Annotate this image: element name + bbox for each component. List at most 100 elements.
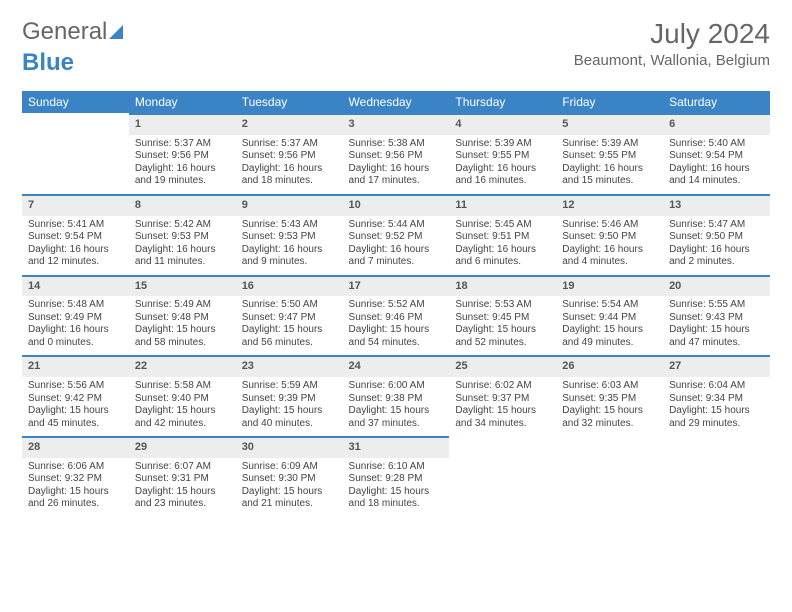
day-details: Sunrise: 6:02 AMSunset: 9:37 PMDaylight:… bbox=[449, 377, 556, 436]
day-details: Sunrise: 6:03 AMSunset: 9:35 PMDaylight:… bbox=[556, 377, 663, 436]
day-details: Sunrise: 5:38 AMSunset: 9:56 PMDaylight:… bbox=[343, 135, 450, 194]
calendar-day-cell bbox=[663, 436, 770, 517]
day-number: 3 bbox=[343, 113, 450, 135]
day-number: 13 bbox=[663, 194, 770, 216]
calendar-week-row: 1Sunrise: 5:37 AMSunset: 9:56 PMDaylight… bbox=[22, 113, 770, 194]
calendar-day-cell: 30Sunrise: 6:09 AMSunset: 9:30 PMDayligh… bbox=[236, 436, 343, 517]
calendar-body: 1Sunrise: 5:37 AMSunset: 9:56 PMDaylight… bbox=[22, 113, 770, 517]
calendar-day-cell: 19Sunrise: 5:54 AMSunset: 9:44 PMDayligh… bbox=[556, 275, 663, 356]
day-details: Sunrise: 5:44 AMSunset: 9:52 PMDaylight:… bbox=[343, 216, 450, 275]
calendar-day-cell bbox=[556, 436, 663, 517]
day-number: 20 bbox=[663, 275, 770, 297]
day-number: 1 bbox=[129, 113, 236, 135]
day-details: Sunrise: 5:41 AMSunset: 9:54 PMDaylight:… bbox=[22, 216, 129, 275]
logo-triangle-icon bbox=[109, 25, 123, 39]
calendar-day-cell: 18Sunrise: 5:53 AMSunset: 9:45 PMDayligh… bbox=[449, 275, 556, 356]
day-number: 8 bbox=[129, 194, 236, 216]
day-number: 10 bbox=[343, 194, 450, 216]
day-details: Sunrise: 5:43 AMSunset: 9:53 PMDaylight:… bbox=[236, 216, 343, 275]
day-details: Sunrise: 6:09 AMSunset: 9:30 PMDaylight:… bbox=[236, 458, 343, 517]
weekday-header: Friday bbox=[556, 91, 663, 113]
calendar-day-cell: 2Sunrise: 5:37 AMSunset: 9:56 PMDaylight… bbox=[236, 113, 343, 194]
calendar-day-cell: 24Sunrise: 6:00 AMSunset: 9:38 PMDayligh… bbox=[343, 355, 450, 436]
location-text: Beaumont, Wallonia, Belgium bbox=[574, 52, 770, 69]
calendar-table: SundayMondayTuesdayWednesdayThursdayFrid… bbox=[22, 91, 770, 517]
day-details: Sunrise: 6:04 AMSunset: 9:34 PMDaylight:… bbox=[663, 377, 770, 436]
calendar-day-cell: 23Sunrise: 5:59 AMSunset: 9:39 PMDayligh… bbox=[236, 355, 343, 436]
day-number: 22 bbox=[129, 355, 236, 377]
title-block: July 2024 Beaumont, Wallonia, Belgium bbox=[574, 18, 770, 69]
calendar-day-cell: 17Sunrise: 5:52 AMSunset: 9:46 PMDayligh… bbox=[343, 275, 450, 356]
calendar-day-cell: 26Sunrise: 6:03 AMSunset: 9:35 PMDayligh… bbox=[556, 355, 663, 436]
weekday-header: Thursday bbox=[449, 91, 556, 113]
weekday-header: Monday bbox=[129, 91, 236, 113]
day-details: Sunrise: 5:46 AMSunset: 9:50 PMDaylight:… bbox=[556, 216, 663, 275]
month-title: July 2024 bbox=[574, 18, 770, 50]
calendar-day-cell: 12Sunrise: 5:46 AMSunset: 9:50 PMDayligh… bbox=[556, 194, 663, 275]
day-details: Sunrise: 5:54 AMSunset: 9:44 PMDaylight:… bbox=[556, 296, 663, 355]
day-details: Sunrise: 5:49 AMSunset: 9:48 PMDaylight:… bbox=[129, 296, 236, 355]
calendar-day-cell: 13Sunrise: 5:47 AMSunset: 9:50 PMDayligh… bbox=[663, 194, 770, 275]
day-details: Sunrise: 6:06 AMSunset: 9:32 PMDaylight:… bbox=[22, 458, 129, 517]
day-number: 16 bbox=[236, 275, 343, 297]
day-number: 30 bbox=[236, 436, 343, 458]
day-details: Sunrise: 5:56 AMSunset: 9:42 PMDaylight:… bbox=[22, 377, 129, 436]
calendar-day-cell: 1Sunrise: 5:37 AMSunset: 9:56 PMDaylight… bbox=[129, 113, 236, 194]
calendar-day-cell: 11Sunrise: 5:45 AMSunset: 9:51 PMDayligh… bbox=[449, 194, 556, 275]
calendar-header-row: SundayMondayTuesdayWednesdayThursdayFrid… bbox=[22, 91, 770, 113]
calendar-week-row: 7Sunrise: 5:41 AMSunset: 9:54 PMDaylight… bbox=[22, 194, 770, 275]
day-number: 15 bbox=[129, 275, 236, 297]
day-details: Sunrise: 5:53 AMSunset: 9:45 PMDaylight:… bbox=[449, 296, 556, 355]
day-number: 26 bbox=[556, 355, 663, 377]
calendar-week-row: 28Sunrise: 6:06 AMSunset: 9:32 PMDayligh… bbox=[22, 436, 770, 517]
calendar-day-cell: 3Sunrise: 5:38 AMSunset: 9:56 PMDaylight… bbox=[343, 113, 450, 194]
calendar-day-cell: 28Sunrise: 6:06 AMSunset: 9:32 PMDayligh… bbox=[22, 436, 129, 517]
day-number: 24 bbox=[343, 355, 450, 377]
weekday-header: Saturday bbox=[663, 91, 770, 113]
day-number: 28 bbox=[22, 436, 129, 458]
weekday-header: Wednesday bbox=[343, 91, 450, 113]
day-number: 29 bbox=[129, 436, 236, 458]
day-number: 27 bbox=[663, 355, 770, 377]
calendar-day-cell: 7Sunrise: 5:41 AMSunset: 9:54 PMDaylight… bbox=[22, 194, 129, 275]
day-details: Sunrise: 5:39 AMSunset: 9:55 PMDaylight:… bbox=[449, 135, 556, 194]
day-details: Sunrise: 5:37 AMSunset: 9:56 PMDaylight:… bbox=[129, 135, 236, 194]
day-number: 14 bbox=[22, 275, 129, 297]
day-number: 23 bbox=[236, 355, 343, 377]
day-details: Sunrise: 5:58 AMSunset: 9:40 PMDaylight:… bbox=[129, 377, 236, 436]
day-details: Sunrise: 5:50 AMSunset: 9:47 PMDaylight:… bbox=[236, 296, 343, 355]
weekday-header: Tuesday bbox=[236, 91, 343, 113]
calendar-day-cell: 6Sunrise: 5:40 AMSunset: 9:54 PMDaylight… bbox=[663, 113, 770, 194]
calendar-day-cell: 5Sunrise: 5:39 AMSunset: 9:55 PMDaylight… bbox=[556, 113, 663, 194]
day-number: 7 bbox=[22, 194, 129, 216]
day-details: Sunrise: 6:00 AMSunset: 9:38 PMDaylight:… bbox=[343, 377, 450, 436]
day-number: 31 bbox=[343, 436, 450, 458]
calendar-week-row: 14Sunrise: 5:48 AMSunset: 9:49 PMDayligh… bbox=[22, 275, 770, 356]
day-number: 21 bbox=[22, 355, 129, 377]
day-details: Sunrise: 5:52 AMSunset: 9:46 PMDaylight:… bbox=[343, 296, 450, 355]
day-details: Sunrise: 6:07 AMSunset: 9:31 PMDaylight:… bbox=[129, 458, 236, 517]
calendar-day-cell: 15Sunrise: 5:49 AMSunset: 9:48 PMDayligh… bbox=[129, 275, 236, 356]
day-number: 2 bbox=[236, 113, 343, 135]
calendar-day-cell: 20Sunrise: 5:55 AMSunset: 9:43 PMDayligh… bbox=[663, 275, 770, 356]
day-number: 25 bbox=[449, 355, 556, 377]
day-details: Sunrise: 5:45 AMSunset: 9:51 PMDaylight:… bbox=[449, 216, 556, 275]
calendar-week-row: 21Sunrise: 5:56 AMSunset: 9:42 PMDayligh… bbox=[22, 355, 770, 436]
day-number: 19 bbox=[556, 275, 663, 297]
day-details: Sunrise: 5:47 AMSunset: 9:50 PMDaylight:… bbox=[663, 216, 770, 275]
calendar-day-cell: 27Sunrise: 6:04 AMSunset: 9:34 PMDayligh… bbox=[663, 355, 770, 436]
calendar-day-cell: 14Sunrise: 5:48 AMSunset: 9:49 PMDayligh… bbox=[22, 275, 129, 356]
weekday-header: Sunday bbox=[22, 91, 129, 113]
calendar-day-cell: 21Sunrise: 5:56 AMSunset: 9:42 PMDayligh… bbox=[22, 355, 129, 436]
calendar-day-cell bbox=[22, 113, 129, 194]
calendar-day-cell: 22Sunrise: 5:58 AMSunset: 9:40 PMDayligh… bbox=[129, 355, 236, 436]
calendar-day-cell: 8Sunrise: 5:42 AMSunset: 9:53 PMDaylight… bbox=[129, 194, 236, 275]
day-details: Sunrise: 5:39 AMSunset: 9:55 PMDaylight:… bbox=[556, 135, 663, 194]
calendar-day-cell: 16Sunrise: 5:50 AMSunset: 9:47 PMDayligh… bbox=[236, 275, 343, 356]
calendar-day-cell: 9Sunrise: 5:43 AMSunset: 9:53 PMDaylight… bbox=[236, 194, 343, 275]
logo-text-blue: Blue bbox=[22, 49, 74, 76]
day-details: Sunrise: 6:10 AMSunset: 9:28 PMDaylight:… bbox=[343, 458, 450, 517]
calendar-day-cell: 31Sunrise: 6:10 AMSunset: 9:28 PMDayligh… bbox=[343, 436, 450, 517]
calendar-day-cell: 4Sunrise: 5:39 AMSunset: 9:55 PMDaylight… bbox=[449, 113, 556, 194]
day-details: Sunrise: 5:40 AMSunset: 9:54 PMDaylight:… bbox=[663, 135, 770, 194]
